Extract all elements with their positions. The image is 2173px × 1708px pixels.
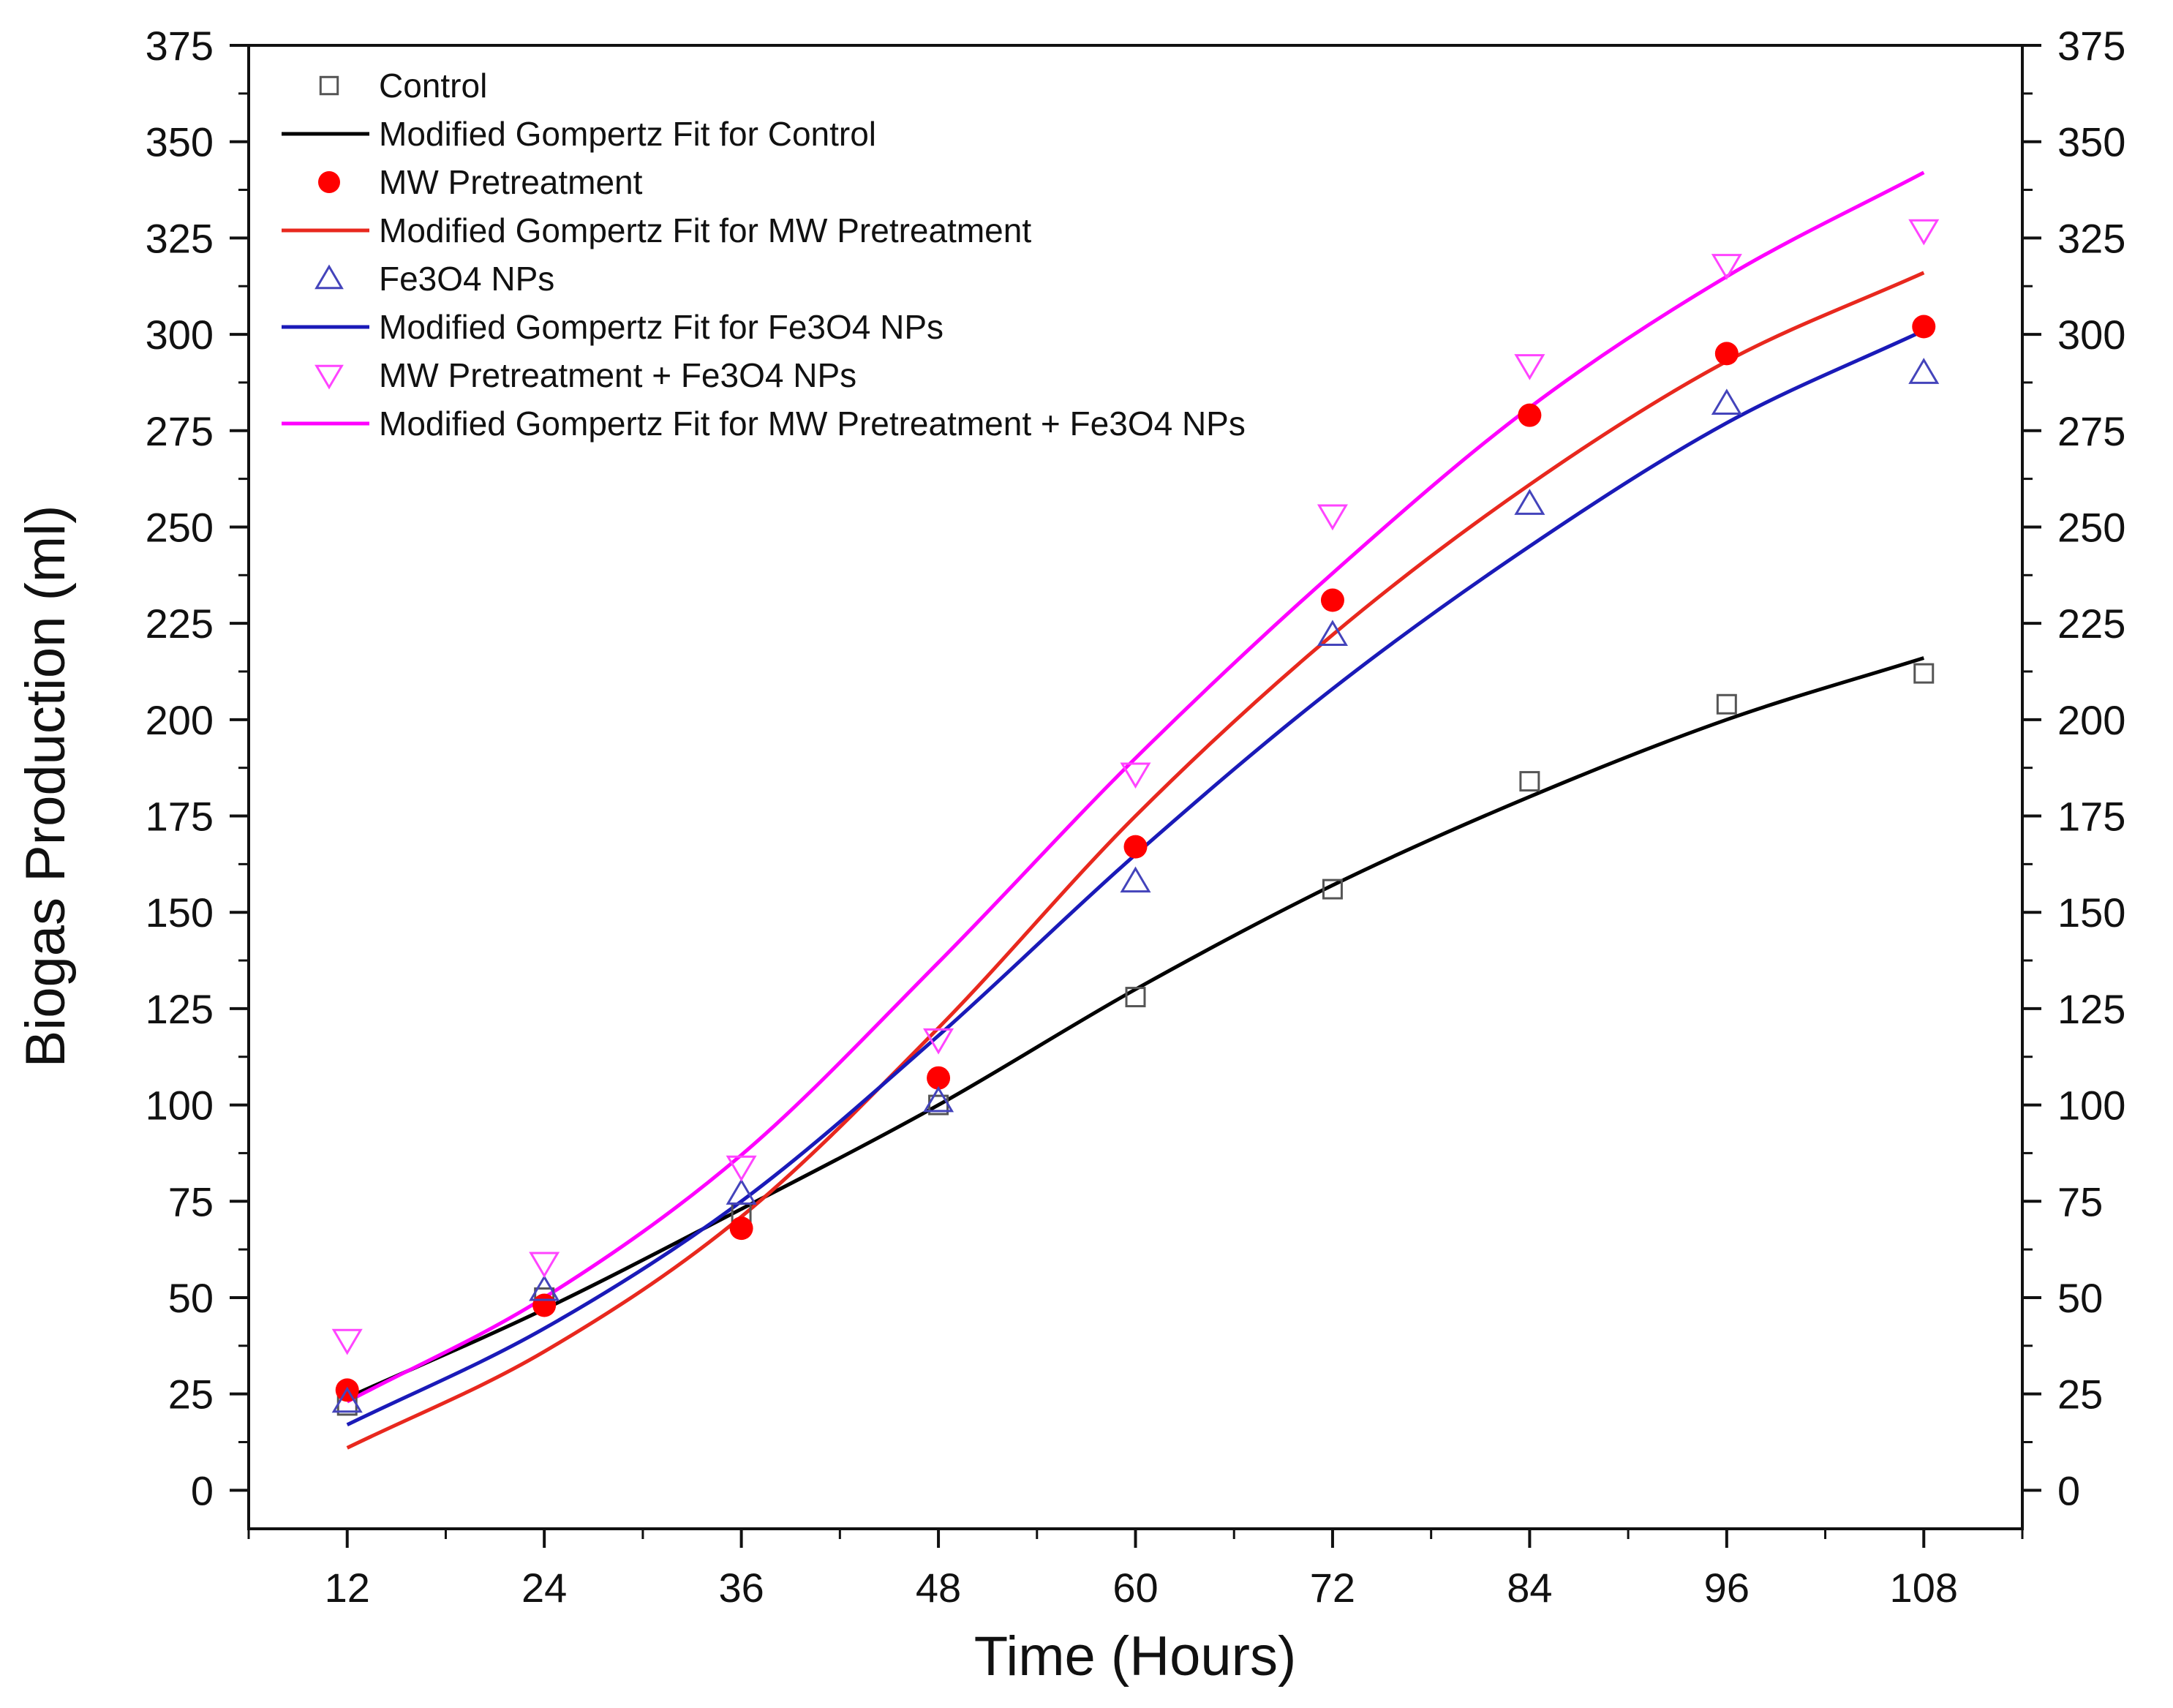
data-point-control [1322,879,1343,900]
x-tick-label: 96 [1704,1565,1750,1611]
data-point-control [1716,693,1737,715]
data-point-fe3o4-nps [1908,358,1940,384]
y-tick-label-left: 250 [146,504,214,550]
y-tick-label-left: 325 [146,215,214,261]
data-point-fe3o4-nps [1711,388,1742,415]
legend-label: Modified Gompertz Fit for Control [379,115,876,153]
x-tick-label: 84 [1507,1565,1552,1611]
legend-marker-mw-pretreatment [318,171,340,193]
y-tick-label-left: 175 [146,794,214,840]
data-point-mw-pretreatment [1320,588,1344,612]
y-tick-label-right: 350 [2057,119,2125,165]
data-point-control [1125,987,1146,1008]
y-tick-label-right: 75 [2057,1178,2103,1224]
y-tick-label-right: 300 [2057,312,2125,358]
x-axis-title: Time (Hours) [974,1625,1297,1688]
x-tick-label: 72 [1310,1565,1355,1611]
legend-label: MW Pretreatment [379,163,643,201]
data-point-mw-pretreatment-fe3o4-nps [529,1252,560,1279]
y-tick-label-left: 125 [146,986,214,1032]
legend-marker-control [319,75,339,96]
x-tick-label: 24 [521,1565,567,1611]
y-tick-label-right: 150 [2057,889,2125,936]
y-tick-label-left: 300 [146,312,214,358]
data-point-control [1519,771,1540,792]
y-tick-label-right: 200 [2057,697,2125,743]
legend-label: Modified Gompertz Fit for MW Pretreatmen… [379,211,1031,249]
y-tick-label-right: 325 [2057,215,2125,261]
y-tick-label-left: 50 [168,1275,214,1321]
legend-label: MW Pretreatment + Fe3O4 NPs [379,356,856,394]
x-tick-label: 36 [718,1565,764,1611]
y-tick-label-left: 350 [146,119,214,165]
y-tick-label-right: 225 [2057,601,2125,647]
y-tick-label-left: 375 [146,23,214,69]
data-point-fe3o4-nps [331,1386,363,1413]
fit-line-modified-gompertz-fit-for-mw-pretreatment [346,271,1925,1450]
y-tick-label-right: 100 [2057,1083,2125,1129]
data-point-mw-pretreatment-fe3o4-nps [331,1328,363,1355]
legend-marker-mw-pretreatment-fe3o4-nps [315,364,344,390]
data-point-fe3o4-nps [1514,489,1545,515]
data-point-control [1913,663,1935,684]
fit-line-modified-gompertz-fit-for-mw-pretreatment-fe3o4-nps [346,170,1925,1404]
data-point-fe3o4-nps [1120,866,1151,893]
x-tick-label: 12 [325,1565,370,1611]
x-tick-label: 108 [1890,1565,1958,1611]
data-point-mw-pretreatment-fe3o4-nps [923,1028,954,1055]
y-tick-label-left: 200 [146,697,214,743]
y-tick-label-left: 275 [146,408,214,454]
y-tick-label-right: 175 [2057,794,2125,840]
y-tick-label-right: 275 [2057,408,2125,454]
data-point-fe3o4-nps [923,1086,954,1113]
data-point-fe3o4-nps [529,1274,560,1301]
legend: Control Modified Gompertz Fit for Control… [282,67,1246,443]
data-point-mw-pretreatment-fe3o4-nps [1317,504,1348,531]
data-point-mw-pretreatment [532,1293,557,1317]
y-tick-label-left: 25 [168,1372,214,1418]
data-point-mw-pretreatment-fe3o4-nps [1908,219,1940,246]
y-tick-label-right: 125 [2057,986,2125,1032]
x-tick-label: 60 [1112,1565,1158,1611]
y-tick-label-left: 150 [146,889,214,936]
y-tick-label-left: 75 [168,1178,214,1224]
data-point-fe3o4-nps [726,1178,757,1205]
data-point-mw-pretreatment [1912,315,1936,339]
y-tick-label-right: 50 [2057,1275,2103,1321]
data-point-mw-pretreatment [1123,835,1148,859]
fit-line-modified-gompertz-fit-for-control [346,656,1925,1400]
y-tick-label-left: 0 [191,1467,214,1513]
legend-marker-fe3o4-nps [315,264,344,290]
y-tick-label-right: 0 [2057,1467,2080,1513]
y-tick-label-right: 250 [2057,504,2125,550]
legend-label: Modified Gompertz Fit for MW Pretreatmen… [379,405,1246,443]
data-point-mw-pretreatment-fe3o4-nps [1514,354,1545,380]
plot-frame [247,44,2024,1530]
legend-label: Fe3O4 NPs [379,260,554,298]
y-tick-label-right: 25 [2057,1372,2103,1418]
data-point-mw-pretreatment-fe3o4-nps [1711,254,1742,280]
y-axis-title: Biogas Production (ml) [15,505,77,1068]
data-point-mw-pretreatment [1714,342,1739,366]
x-tick-label: 48 [916,1565,961,1611]
data-point-mw-pretreatment [1518,403,1542,427]
y-tick-label-right: 375 [2057,23,2125,69]
y-tick-label-left: 100 [146,1083,214,1129]
data-point-mw-pretreatment [729,1216,753,1241]
data-point-mw-pretreatment [927,1066,951,1090]
legend-label: Control [379,67,487,105]
legend-label: Modified Gompertz Fit for Fe3O4 NPs [379,308,944,346]
data-point-fe3o4-nps [1317,620,1348,647]
y-tick-label-left: 225 [146,601,214,647]
data-point-mw-pretreatment-fe3o4-nps [1120,762,1151,789]
data-point-mw-pretreatment-fe3o4-nps [726,1155,757,1182]
